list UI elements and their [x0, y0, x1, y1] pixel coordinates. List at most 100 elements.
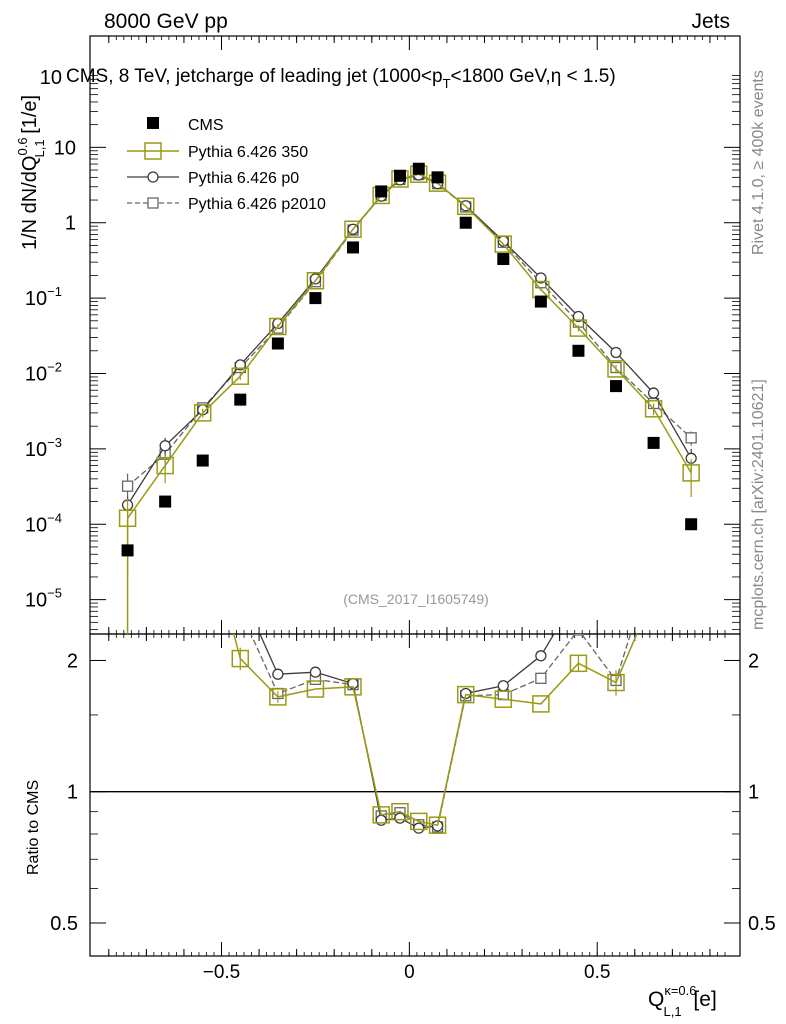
- legend-marker-p350: [144, 142, 162, 160]
- header-left: 8000 GeV pp: [104, 10, 228, 33]
- point-data: [610, 380, 623, 393]
- legend-marker-p2010: [147, 197, 159, 209]
- ratio-point-p0: [497, 680, 509, 692]
- ratio-point-p350: [532, 695, 550, 713]
- y-ratio-tick-label: 0.5: [50, 913, 78, 935]
- y-ratio-tick-label: 2: [67, 650, 78, 672]
- y-main-tick-label: 10: [54, 137, 76, 159]
- ratio-point-p0: [649, 502, 659, 512]
- x-axis-label: Qκ=0.6 L,1 [e]: [648, 983, 717, 1019]
- ratio-point-p350: [269, 688, 287, 706]
- ratio-point-p0: [309, 666, 322, 678]
- y-ratio-tick-label: 1: [67, 782, 78, 804]
- point-p2010: [685, 432, 697, 444]
- point-p350: [231, 367, 250, 385]
- point-p350: [269, 317, 287, 336]
- x-tick-label: −0.5: [203, 962, 241, 983]
- series-line-p2010: [127, 173, 692, 487]
- point-p350: [306, 271, 325, 290]
- point-data: [393, 169, 406, 182]
- ratio-point-p0: [686, 405, 696, 415]
- ratio-point-p0: [235, 585, 245, 595]
- header-right: Jets: [691, 10, 730, 33]
- ratio-point-p0: [413, 822, 425, 834]
- point-data: [497, 253, 510, 266]
- y-main-tick-label: 10−4: [25, 510, 62, 536]
- y-ratio-tick-label-right: 0.5: [748, 913, 776, 935]
- ratio-point-p2010: [572, 634, 585, 636]
- y-main-tick-label: 10−2: [25, 359, 62, 385]
- point-p0: [610, 346, 622, 359]
- point-p350: [344, 220, 362, 238]
- point-p350: [682, 464, 700, 482]
- point-data: [431, 171, 444, 184]
- point-data: [271, 337, 284, 350]
- plot-title: CMS, 8 TeV, jetcharge of leading jet (10…: [66, 66, 616, 91]
- ratio-point-p350: [494, 690, 513, 708]
- y-ratio-label: Ratio to CMS: [25, 780, 42, 875]
- ratio-line-p2010: [250, 634, 632, 828]
- point-data: [647, 436, 660, 449]
- ratio-point-p350: [231, 649, 250, 668]
- point-data: [375, 185, 388, 198]
- point-p0: [159, 440, 171, 452]
- legend-label-p0: Pythia 6.426 p0: [188, 170, 299, 187]
- rivet-label: Rivet 4.1.0, ≥ 400k events: [750, 70, 767, 255]
- ratio-point-p350: [344, 678, 362, 696]
- legend: CMS Pythia 6.426 350 Pythia 6.426 p0 Pyt…: [127, 117, 326, 213]
- ratio-point-p0: [198, 494, 208, 504]
- ratio-point-p2010: [686, 287, 696, 297]
- ratio-point-p350: [391, 802, 409, 821]
- ratio-point-p2010: [535, 672, 547, 684]
- y-main-tick-label: 1: [65, 213, 76, 235]
- ratio-point-p350: [607, 673, 625, 692]
- y-ratio-tick-label-right: 1: [748, 782, 759, 804]
- legend-label-p2010: Pythia 6.426 p2010: [188, 196, 326, 213]
- point-data: [159, 495, 172, 508]
- ratio-point-p350: [195, 508, 211, 524]
- ratio-point-p350: [410, 812, 428, 831]
- ratio-frame: [89, 633, 741, 957]
- legend-marker-cms: [147, 117, 159, 129]
- ratio-point-p350: [306, 680, 325, 698]
- point-data: [309, 292, 322, 305]
- ratio-line-p0: [259, 634, 555, 829]
- series-line-p350: [126, 173, 692, 519]
- x-tick-label: 0: [404, 962, 415, 983]
- point-p350: [118, 509, 137, 528]
- ratio-point-p0: [573, 588, 583, 598]
- point-data: [459, 216, 472, 229]
- ratio-point-p2010: [123, 418, 133, 428]
- point-p350: [494, 235, 513, 253]
- point-data: [347, 241, 360, 254]
- ratio-point-p0: [375, 814, 387, 826]
- mcplots-label: mcplots.cern.ch [arXiv:2401.10621]: [750, 379, 767, 630]
- ratio-point-p2010: [198, 482, 208, 492]
- point-p350: [156, 456, 174, 475]
- point-p2010: [121, 480, 134, 492]
- point-p350: [569, 319, 588, 337]
- legend-label-cms: CMS: [188, 117, 224, 134]
- ratio-line-p350: [233, 634, 638, 827]
- x-tick-label: 0.5: [584, 962, 610, 983]
- point-data: [572, 344, 585, 357]
- ratio-point-p350: [372, 806, 390, 824]
- analysis-watermark: (CMS_2017_I1605749): [343, 591, 489, 607]
- ratio-point-p0: [535, 650, 547, 662]
- point-data: [121, 544, 134, 557]
- point-data: [412, 162, 425, 175]
- point-p0: [647, 387, 660, 399]
- y-main-tick-label: 10−5: [25, 586, 62, 612]
- ratio-point-p2010: [160, 515, 170, 525]
- point-p350: [607, 360, 625, 378]
- point-p0: [572, 310, 585, 323]
- point-p0: [535, 272, 547, 284]
- ratio-point-p2010: [235, 606, 245, 616]
- ratio-point-p0: [394, 812, 406, 824]
- y-main-top-label: 10: [40, 67, 62, 89]
- point-data: [234, 393, 247, 406]
- legend-label-p350: Pythia 6.426 350: [188, 144, 308, 161]
- point-p0: [234, 359, 246, 371]
- ratio-point-p2010: [649, 555, 659, 565]
